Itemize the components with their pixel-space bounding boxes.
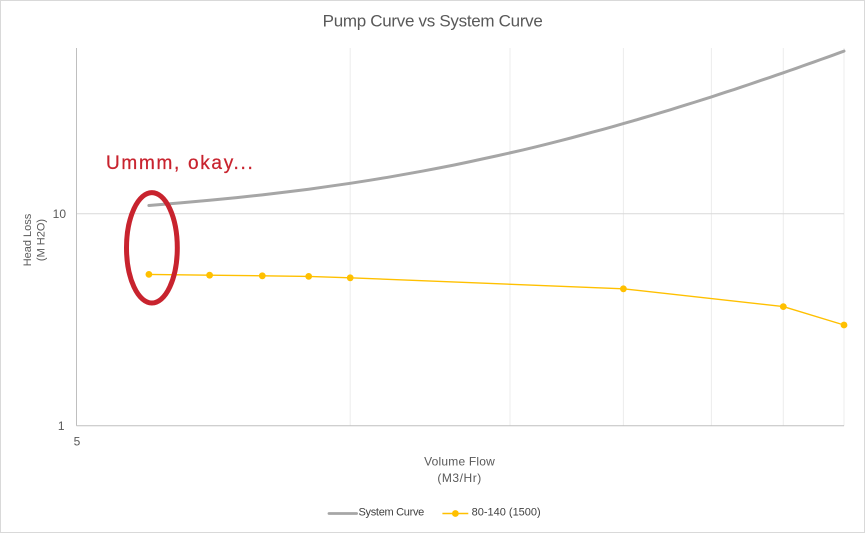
svg-text:System Curve: System Curve: [359, 506, 425, 518]
svg-text:10: 10: [53, 207, 67, 221]
svg-text:Ummm, okay...: Ummm, okay...: [106, 153, 254, 174]
svg-text:1: 1: [58, 419, 65, 433]
svg-text:(M H2O): (M H2O): [36, 219, 48, 261]
svg-text:(M3/Hr): (M3/Hr): [437, 471, 482, 485]
svg-text:Volume Flow: Volume Flow: [424, 454, 495, 468]
svg-text:Head Loss: Head Loss: [22, 213, 34, 266]
svg-text:80-140 (1500): 80-140 (1500): [472, 506, 541, 518]
svg-text:Pump Curve vs System Curve: Pump Curve vs System Curve: [323, 12, 543, 31]
svg-text:5: 5: [74, 435, 81, 449]
